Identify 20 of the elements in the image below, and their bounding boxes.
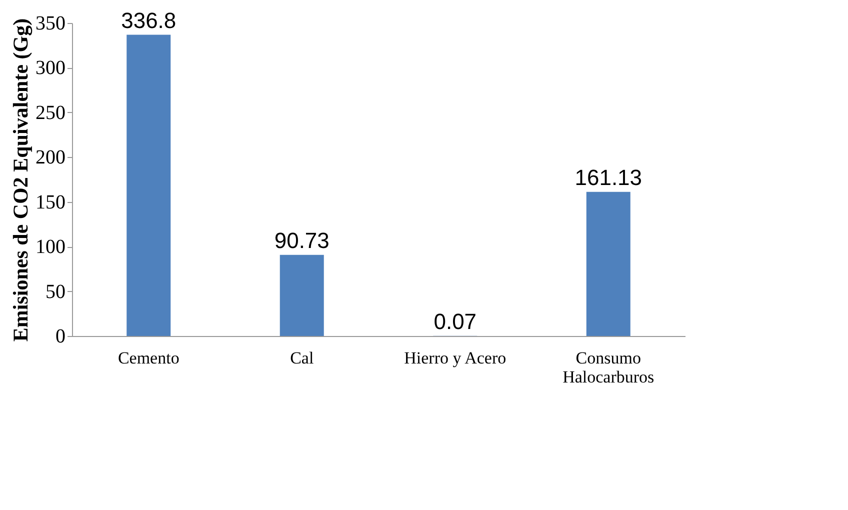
x-tick-label: Cemento [118, 348, 180, 368]
data-label: 0.07 [434, 308, 477, 334]
y-tick-label: 0 [56, 326, 66, 348]
y-tick-label: 150 [36, 191, 66, 214]
bar [586, 192, 630, 336]
x-tick-label: Cal [290, 348, 314, 368]
x-tick-label: Consumo Halocarburos [562, 348, 654, 386]
y-tick-label: 350 [36, 12, 66, 34]
y-tick-label: 300 [36, 57, 66, 80]
y-tick-label: 200 [36, 146, 66, 169]
y-axis-title: Emisiones de CO2 Equivalente (Gg) [8, 18, 32, 342]
bar [280, 254, 324, 336]
x-tick-label: Hierro y Acero [404, 348, 506, 368]
bar [126, 34, 171, 336]
data-label: 90.73 [274, 228, 330, 253]
y-tick-label: 250 [36, 102, 66, 124]
y-tick-label: 100 [36, 236, 66, 258]
data-label: 161.13 [574, 164, 642, 190]
data-label: 336.8 [121, 8, 176, 33]
y-tick-label: 50 [46, 280, 66, 303]
